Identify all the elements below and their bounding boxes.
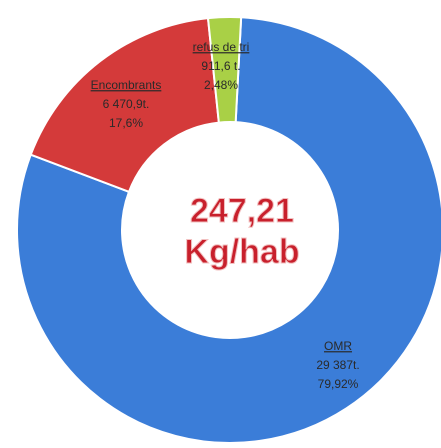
segment-percent: 2,48% [204, 78, 238, 92]
donut-segment [16, 16, 441, 444]
center-value: 247,21 [190, 192, 294, 230]
segment-tonnage: 911,6 t. [201, 59, 240, 73]
donut-segment [206, 16, 243, 124]
segment-name: Encombrants [91, 78, 162, 92]
donut-segment [29, 17, 220, 194]
center-unit: Kg/hab [184, 233, 299, 271]
segment-name: refus de tri [193, 40, 250, 54]
segment-tonnage: 6 470,9t. [103, 97, 150, 111]
segment-percent: 79,92% [318, 377, 359, 391]
segment-name: OMR [324, 339, 352, 353]
segment-percent: 17,6% [109, 116, 143, 130]
segment-tonnage: 29 387t. [316, 358, 359, 372]
